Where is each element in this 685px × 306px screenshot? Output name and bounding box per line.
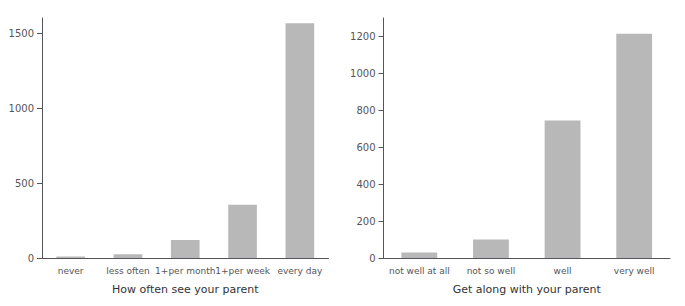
svg-text:not so well: not so well: [467, 266, 516, 276]
svg-text:1+per month: 1+per month: [155, 266, 215, 276]
svg-text:1500: 1500: [9, 28, 34, 39]
svg-text:Get along with your parent: Get along with your parent: [453, 283, 602, 296]
svg-text:800: 800: [356, 105, 375, 116]
svg-text:1000: 1000: [9, 103, 34, 114]
svg-text:1+per week: 1+per week: [215, 266, 271, 276]
svg-text:very well: very well: [614, 266, 655, 276]
svg-text:not well at all: not well at all: [389, 266, 450, 276]
svg-text:1000: 1000: [350, 68, 375, 79]
svg-text:500: 500: [15, 178, 34, 189]
svg-text:never: never: [58, 266, 84, 276]
svg-text:1200: 1200: [350, 31, 375, 42]
svg-text:600: 600: [356, 142, 375, 153]
svg-text:every day: every day: [277, 266, 323, 276]
svg-text:well: well: [554, 266, 572, 276]
svg-text:200: 200: [356, 216, 375, 227]
svg-text:How often see your parent: How often see your parent: [112, 283, 259, 296]
svg-text:0: 0: [28, 253, 34, 264]
svg-text:0: 0: [369, 253, 375, 264]
svg-text:less often: less often: [106, 266, 150, 276]
svg-text:400: 400: [356, 179, 375, 190]
